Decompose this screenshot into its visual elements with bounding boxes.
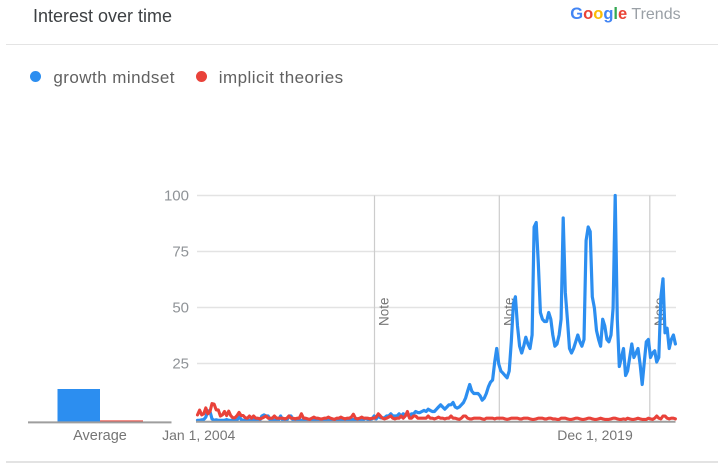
svg-text:Dec 1, 2019: Dec 1, 2019 [557, 427, 633, 443]
svg-text:50: 50 [172, 300, 189, 317]
svg-text:25: 25 [172, 356, 189, 373]
svg-text:Note: Note [377, 297, 392, 326]
svg-text:75: 75 [172, 244, 189, 261]
svg-text:100: 100 [164, 188, 189, 205]
svg-text:Jan 1, 2004: Jan 1, 2004 [162, 427, 235, 443]
svg-text:Average: Average [73, 428, 127, 444]
